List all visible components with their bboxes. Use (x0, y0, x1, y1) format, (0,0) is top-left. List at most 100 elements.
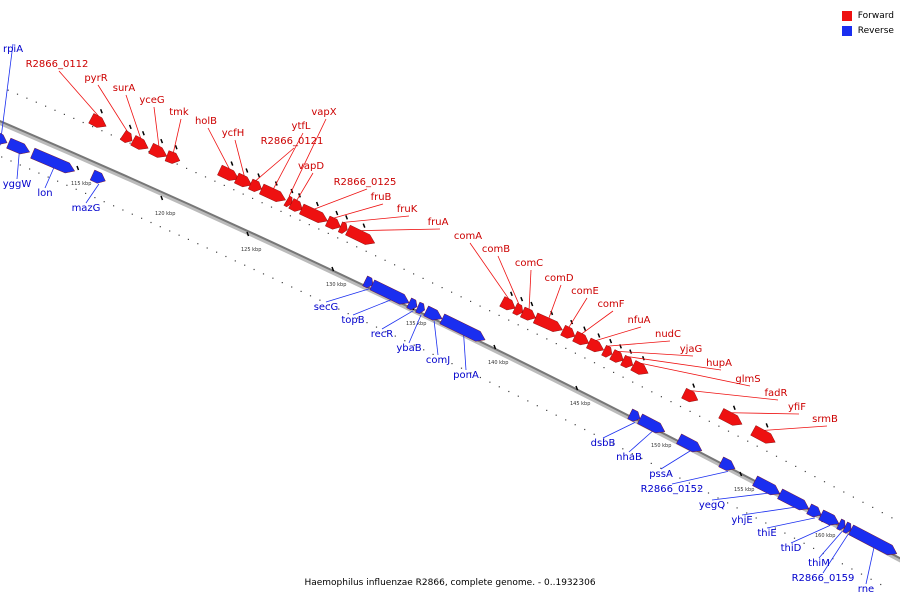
inner-dot (122, 209, 124, 211)
forward-gene-srmB[interactable] (750, 425, 776, 444)
forward-gene-vapD[interactable] (288, 198, 303, 212)
reverse-gene-pssA[interactable] (676, 433, 703, 453)
forward-gene-comE[interactable] (560, 324, 576, 339)
inner-dot (479, 376, 481, 379)
inner-dot (262, 273, 265, 275)
forward-gene-fruK[interactable] (337, 221, 348, 234)
leader-surA (125, 94, 142, 139)
reverse-gene-R2866_0152[interactable] (718, 456, 736, 471)
inner-dot (508, 390, 510, 393)
outer-dot (574, 352, 576, 354)
reverse-gene-ponA[interactable] (439, 313, 486, 342)
outer-dot (214, 180, 216, 182)
forward-gene-comF[interactable] (572, 330, 590, 346)
outer-dot (35, 101, 37, 103)
outer-dot (843, 491, 845, 493)
gene-marker (609, 338, 613, 344)
forward-label-fruB: fruB (371, 192, 392, 203)
leader-secG (325, 288, 370, 303)
reverse-label-thiD: thiD (781, 543, 802, 554)
reverse-gene-rpiA[interactable] (0, 131, 8, 145)
reverse-gene-yegQ[interactable] (752, 475, 781, 496)
forward-gene-yfiF[interactable] (718, 408, 743, 426)
reverse-gene-thiD[interactable] (818, 509, 840, 526)
forward-gene-yjaG[interactable] (609, 349, 624, 363)
inner-dot (10, 160, 12, 162)
inner-dot (565, 419, 567, 421)
genome-backbone (0, 120, 900, 560)
forward-gene-glmS[interactable] (630, 360, 649, 375)
outer-dot (129, 142, 131, 144)
forward-gene-fruB[interactable] (325, 215, 341, 230)
inner-dot (650, 462, 652, 464)
leader-yjaG (617, 350, 694, 357)
inner-dot (131, 213, 133, 215)
inner-dot (19, 164, 21, 166)
forward-gene-R2866_0121[interactable] (248, 178, 262, 192)
forward-gene-nfuA[interactable] (586, 337, 605, 353)
reverse-gene-rne[interactable] (848, 524, 898, 556)
outer-dot (92, 126, 94, 128)
outer-dot (584, 357, 586, 359)
outer-dot (318, 228, 320, 230)
tick-label: 130 kbp (326, 282, 346, 288)
reverse-gene-lon[interactable] (30, 147, 76, 174)
forward-gene-comB[interactable] (512, 302, 524, 316)
inner-dot (169, 230, 171, 232)
outer-dot (451, 291, 453, 293)
outer-dot (204, 176, 207, 178)
leader-yhjE (741, 506, 795, 516)
forward-gene-R2866_0125[interactable] (299, 203, 328, 223)
leader-fruA (361, 228, 441, 231)
inner-dot (489, 381, 491, 383)
gene-marker (315, 201, 319, 207)
reverse-gene-yggW[interactable] (6, 137, 31, 155)
outer-dot (394, 264, 396, 266)
gene-marker (160, 138, 164, 144)
outer-dot (823, 481, 826, 483)
forward-gene-tmk[interactable] (164, 150, 181, 164)
reverse-gene-yhjE[interactable] (777, 488, 810, 511)
reverse-gene-R2866_0159[interactable] (842, 521, 852, 534)
reverse-gene-dsbB[interactable] (627, 408, 641, 422)
inner-dot (669, 472, 671, 474)
reverse-gene-ybaB[interactable] (415, 301, 425, 315)
forward-gene-vapX[interactable] (283, 195, 293, 208)
reverse-gene-thiM[interactable] (836, 518, 846, 531)
reverse-gene-recR[interactable] (406, 297, 418, 311)
reverse-gene-nhaB[interactable] (637, 413, 666, 434)
inner-dot (574, 424, 576, 426)
reverse-label-rpiA: rpiA (3, 44, 23, 55)
gene-marker (765, 423, 769, 428)
outer-dot (195, 172, 197, 174)
reverse-gene-thiE[interactable] (806, 503, 822, 518)
forward-label-surA: surA (113, 83, 136, 94)
outer-dot (613, 371, 615, 373)
forward-gene-surA[interactable] (130, 135, 149, 150)
reverse-gene-mazG[interactable] (89, 169, 106, 184)
forward-gene-yceG[interactable] (148, 142, 168, 158)
inner-dot (622, 448, 624, 450)
reverse-gene-secG[interactable] (362, 275, 374, 289)
forward-gene-holB[interactable] (217, 164, 240, 181)
inner-dot (832, 558, 834, 560)
reverse-gene-comJ[interactable] (423, 305, 443, 321)
forward-gene-fadR[interactable] (681, 387, 699, 403)
forward-gene-fruA[interactable] (345, 224, 376, 245)
inner-dot (679, 477, 681, 479)
forward-gene-hupA[interactable] (620, 354, 634, 369)
forward-gene-ytfL[interactable] (259, 183, 286, 202)
forward-gene-comA[interactable] (499, 296, 516, 311)
gene-marker (629, 349, 633, 354)
tick-label: 160 kbp (815, 533, 835, 539)
forward-label-fadR: fadR (765, 388, 788, 399)
forward-gene-R2866_0112[interactable] (88, 113, 107, 128)
reverse-gene-topB[interactable] (369, 279, 410, 305)
forward-gene-nudC[interactable] (601, 344, 613, 358)
inner-dot (1, 156, 3, 158)
forward-gene-comC[interactable] (520, 306, 536, 321)
forward-gene-ycfH[interactable] (234, 172, 253, 188)
forward-gene-comD[interactable] (532, 312, 563, 332)
forward-gene-pyrR[interactable] (119, 130, 133, 143)
outer-dot (403, 268, 405, 270)
